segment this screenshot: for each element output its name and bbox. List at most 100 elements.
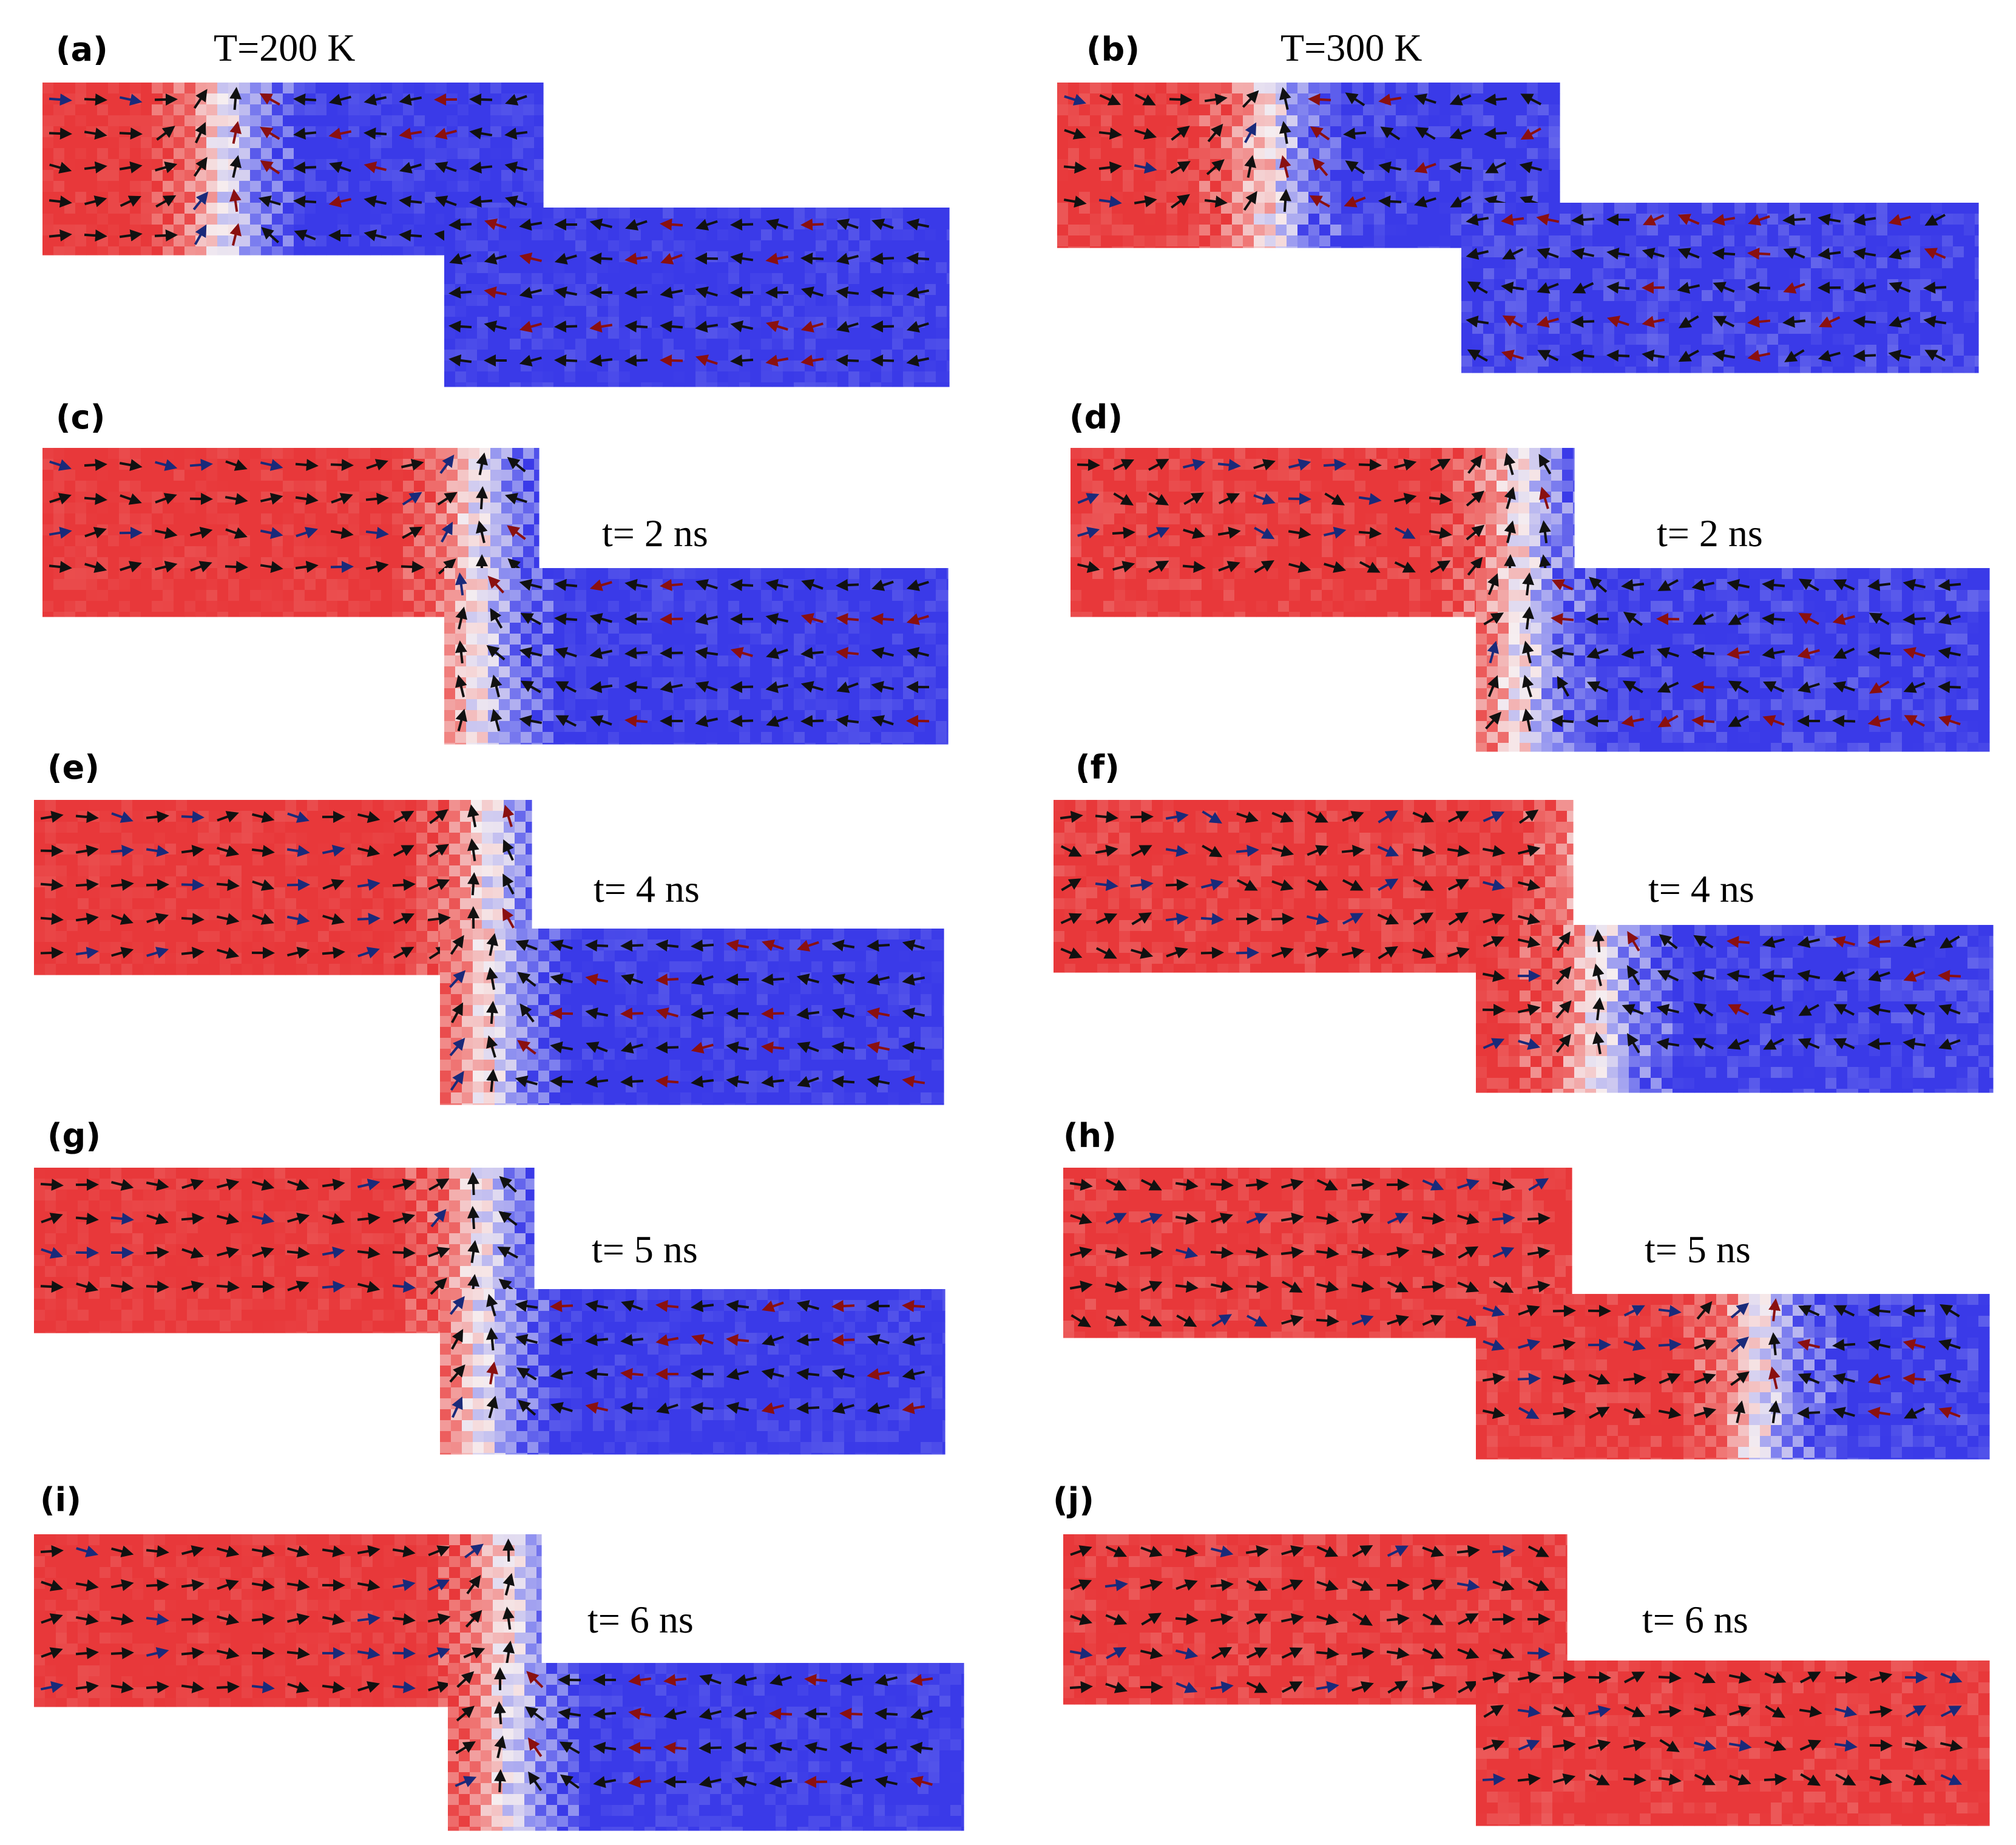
magnetization-cell [903,568,915,580]
magnetization-cell [455,361,467,372]
magnetization-cell [1702,323,1713,334]
magnetization-cell [543,666,554,678]
magnetization-cell [1177,181,1189,192]
magnetization-cell [1614,268,1626,280]
magnetization-cell [42,481,54,492]
magnetization-cell [717,240,729,252]
magnetization-cell [783,688,794,700]
magnetization-cell [1898,367,1910,373]
magnetization-cell [586,590,598,601]
magnetization-cell [859,568,871,580]
magnetization-cell [488,328,499,339]
spin-arrow [1712,247,1736,260]
magnetization-cell [903,273,915,285]
magnetization-cell [892,240,904,252]
magnetization-cell [414,235,425,247]
magnetization-cell [1090,115,1101,127]
magnetization-cell [717,328,729,339]
magnetization-cell [130,104,141,116]
magnetization-cell [1254,225,1265,236]
magnetization-cell [870,240,882,252]
spin-arrow [259,93,280,106]
magnetization-cell [837,645,849,656]
magnetization-cell [1101,104,1112,116]
magnetization-cell [1592,290,1604,302]
magnetization-cell [414,535,425,547]
magnetization-cell [425,579,436,591]
magnetization-cell [458,104,469,116]
magnetization-cell [86,214,98,225]
magnetization-cell [392,568,404,580]
magnetization-cell [1374,115,1385,127]
magnetization-cell [1975,301,1979,313]
magnetization-cell [881,295,893,306]
magnetization-cell [130,579,141,591]
magnetization-cell [1243,214,1254,225]
magnetization-cell [510,218,521,230]
magnetization-cell [108,459,120,470]
magnetization-cell [283,214,294,225]
magnetization-cell [141,612,152,617]
magnetization-cell [1767,214,1779,225]
magnetization-cell [53,503,65,514]
magnetization-cell [827,645,838,656]
magnetization-cell [1407,159,1418,171]
magnetization-cell [685,251,696,263]
magnetization-cell [1297,225,1309,236]
magnetization-cell [1516,345,1527,356]
magnetization-cell [348,492,360,503]
magnetization-cell [1669,214,1680,225]
magnetization-cell [1494,312,1506,323]
magnetization-cell [174,503,185,514]
magnetization-cell [174,546,185,558]
magnetization-cell [739,743,751,745]
magnetization-cell [1975,203,1979,214]
magnetization-cell [1811,268,1822,280]
magnetization-cell [130,235,141,247]
magnetization-cell [1876,235,1888,247]
magnetization-cell [359,203,371,214]
magnetization-cell [816,743,827,745]
magnetization-cell [359,535,371,547]
magnetization-cell [1101,170,1112,181]
magnetization-cell [619,295,631,306]
magnetization-cell [348,203,360,214]
magnetization-cell [305,83,316,94]
magnetization-cell [914,732,925,743]
magnetization-cell [42,170,54,181]
magnetization-cell [75,235,87,247]
magnetization-cell [184,513,196,525]
magnetization-cell [1396,83,1407,94]
magnetization-cell [1516,192,1527,203]
magnetization-cell [1330,203,1342,214]
magnetization-cell [1844,323,1855,334]
magnetization-cell [217,93,229,105]
magnetization-cell [881,568,893,580]
magnetization-cell [837,306,849,317]
magnetization-cell [1243,225,1254,236]
magnetization-cell [184,214,196,225]
magnetization-cell [141,470,152,481]
magnetization-cell [1964,257,1975,269]
magnetization-cell [141,459,152,470]
magnetization-cell [532,240,543,252]
magnetization-cell [305,546,316,558]
magnetization-cell [305,203,316,214]
magnetization-cell [783,601,794,612]
magnetization-cell [532,262,543,274]
magnetization-cell [881,699,893,711]
magnetization-cell [326,601,338,612]
magnetization-cell [468,481,480,492]
magnetization-cell [1188,115,1200,127]
magnetization-cell [359,148,371,160]
magnetization-cell [1876,214,1888,225]
magnetization-cell [575,306,587,317]
magnetization-cell [512,503,524,514]
magnetization-cell [1221,126,1233,138]
magnetization-cell [685,655,696,667]
magnetization-cell [152,170,163,181]
magnetization-cell [532,382,543,387]
magnetization-cell [936,229,947,241]
magnetization-cell [283,148,294,160]
